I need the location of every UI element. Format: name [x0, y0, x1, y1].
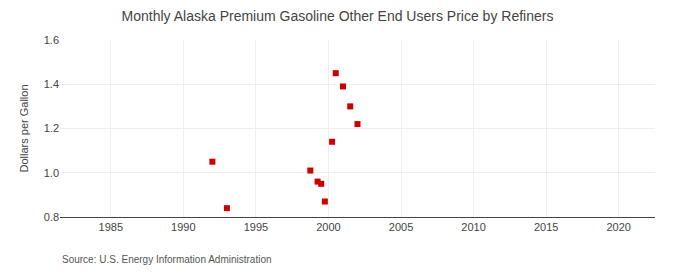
svg-text:Dollars per Gallon: Dollars per Gallon — [18, 84, 30, 172]
svg-text:1990: 1990 — [171, 221, 195, 233]
svg-text:1.0: 1.0 — [44, 167, 59, 179]
svg-text:1995: 1995 — [244, 221, 268, 233]
svg-text:2010: 2010 — [461, 221, 485, 233]
svg-text:0.8: 0.8 — [44, 211, 59, 223]
svg-text:Source: U.S. Energy Informatio: Source: U.S. Energy Information Administ… — [62, 254, 272, 265]
svg-text:2015: 2015 — [534, 221, 558, 233]
svg-text:Monthly Alaska Premium Gasolin: Monthly Alaska Premium Gasoline Other En… — [122, 8, 554, 24]
svg-text:2000: 2000 — [316, 221, 340, 233]
svg-text:2005: 2005 — [389, 221, 413, 233]
svg-text:1985: 1985 — [99, 221, 123, 233]
svg-text:1.4: 1.4 — [44, 78, 59, 90]
svg-text:2020: 2020 — [606, 221, 630, 233]
svg-text:1.2: 1.2 — [44, 122, 59, 134]
svg-text:1.6: 1.6 — [44, 34, 59, 46]
